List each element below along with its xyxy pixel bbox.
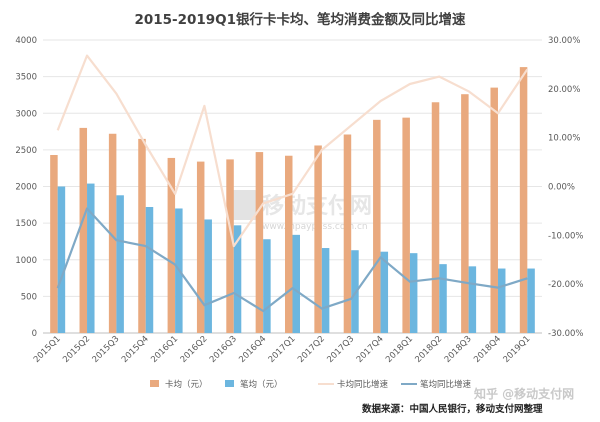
bar-card-average	[79, 127, 88, 334]
bar-card-average	[373, 119, 381, 333]
x-tick-label: 2018Q3	[443, 334, 474, 365]
bar-transaction-average	[292, 234, 300, 333]
bar-card-average	[461, 94, 469, 333]
bar-card-average	[431, 102, 440, 333]
bar-card-average	[255, 152, 264, 333]
bar-card-average	[314, 145, 322, 333]
line-transaction-growth	[56, 207, 528, 313]
bar-transaction-average	[468, 266, 477, 333]
line-card-growth	[56, 54, 529, 248]
bar-card-average	[108, 133, 117, 333]
bar-transaction-average	[57, 186, 66, 333]
legend-label: 笔均（元）	[240, 379, 283, 390]
bar-card-average	[50, 155, 58, 333]
left-tick-label: 500	[21, 292, 37, 302]
zhihu-watermark: 知乎 @移动支付网	[473, 386, 574, 401]
right-tick-label: -10.00%	[548, 231, 583, 241]
x-tick-label: 2017Q1	[267, 334, 298, 365]
bar-card-average	[138, 138, 146, 333]
left-tick-label: 1500	[15, 219, 37, 229]
bar-transaction-average	[116, 195, 124, 333]
x-tick-label: 2016Q2	[179, 334, 210, 365]
x-tick-label: 2017Q3	[325, 334, 356, 365]
watermark-logo-mark	[228, 190, 258, 220]
x-tick-label: 2018Q4	[472, 334, 503, 365]
bar-transaction-average	[409, 253, 418, 333]
right-tick-label: 10.00%	[548, 134, 580, 144]
left-tick-label: 4000	[15, 36, 37, 46]
bar-card-average	[490, 87, 498, 333]
x-tick-label: 2015Q4	[120, 334, 151, 365]
bar-card-average	[285, 155, 293, 333]
right-tick-label: -30.00%	[548, 329, 583, 339]
chart-title: 2015-2019Q1银行卡卡均、笔均消费金额及同比增速	[134, 11, 466, 28]
bar-transaction-average	[380, 251, 389, 333]
left-tick-label: 1000	[15, 256, 37, 266]
right-tick-label: 30.00%	[548, 36, 580, 46]
x-tick-label: 2019Q1	[502, 334, 533, 365]
left-tick-label: 3500	[15, 73, 37, 83]
lines	[56, 54, 529, 313]
x-tick-label: 2018Q1	[384, 334, 415, 365]
x-tick-label: 2015Q2	[61, 334, 92, 365]
bar-transaction-average	[497, 268, 506, 333]
legend-label: 笔均同比增速	[420, 379, 472, 390]
left-tick-label: 2000	[15, 183, 37, 193]
x-tick-label: 2017Q4	[355, 334, 386, 365]
source-note: 数据来源：中国人民银行，移动支付网整理	[361, 403, 543, 415]
right-tick-label: 0.00%	[548, 183, 575, 193]
left-tick-label: 0	[32, 329, 37, 339]
bar-transaction-average	[145, 207, 154, 333]
right-tick-label: -20.00%	[548, 280, 583, 290]
bar-card-average	[167, 157, 176, 333]
right-tick-label: 20.00%	[548, 85, 580, 95]
bar-card-average	[519, 67, 528, 333]
bar-card-average	[196, 161, 205, 333]
bar-transaction-average	[87, 183, 95, 333]
bar-transaction-average	[321, 248, 330, 333]
x-tick-label: 2016Q3	[208, 334, 239, 365]
legend-swatch	[150, 380, 159, 387]
legend-label: 卡均同比增速	[337, 379, 389, 390]
legend: 卡均（元） 笔均（元） 卡均同比增速 笔均同比增速	[150, 379, 472, 390]
left-tick-label: 3000	[15, 109, 37, 119]
x-tick-label: 2015Q3	[91, 334, 122, 365]
x-tick-label: 2017Q2	[296, 334, 327, 365]
bars	[50, 67, 535, 334]
x-tick-label: 2016Q4	[237, 334, 268, 365]
bar-card-average	[402, 117, 410, 334]
legend-swatch	[225, 380, 234, 387]
legend-label: 卡均（元）	[165, 379, 208, 390]
left-axis: 0 500 1000 1500 2000 2500 3000 3500 4000	[15, 36, 37, 339]
bar-transaction-average	[233, 225, 242, 333]
bar-transaction-average	[527, 268, 535, 333]
bar-transaction-average	[263, 239, 271, 333]
x-tick-label: 2016Q1	[149, 334, 180, 365]
bar-card-average	[343, 134, 352, 333]
x-tick-label: 2018Q2	[413, 334, 444, 365]
bar-transaction-average	[204, 219, 212, 333]
left-tick-label: 2500	[15, 146, 37, 156]
bar-transaction-average	[439, 264, 447, 333]
x-axis: 2015Q12015Q22015Q32015Q42016Q12016Q22016…	[32, 334, 533, 365]
right-axis: -30.00% -20.00% -10.00% 0.00% 10.00% 20.00% 30…	[548, 36, 583, 339]
bar-card-average	[226, 159, 234, 333]
